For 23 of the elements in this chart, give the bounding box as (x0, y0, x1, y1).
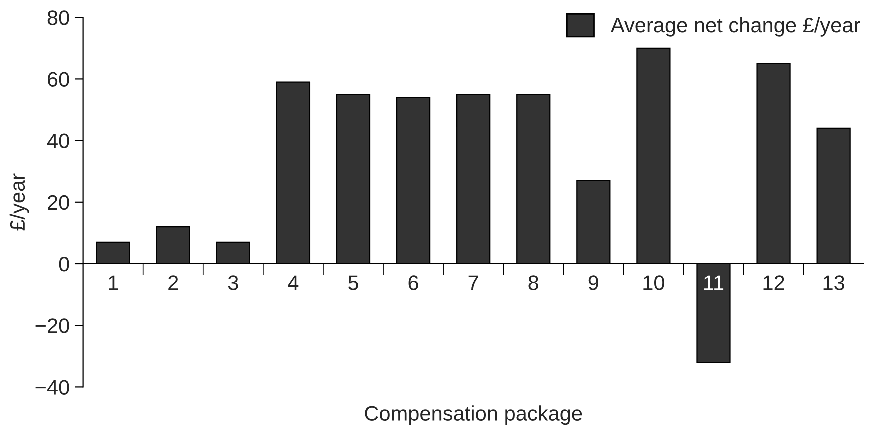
y-axis-title: £/year (10, 174, 30, 231)
x-tick-label: 5 (348, 276, 358, 290)
x-tick-label: 8 (528, 276, 539, 290)
x-tick-label: 7 (468, 276, 478, 290)
x-tick-label: 6 (408, 276, 418, 290)
x-tick-label: 9 (588, 276, 598, 290)
x-tick-label: 4 (288, 276, 299, 290)
y-tick-label: 80 (48, 10, 70, 26)
y-tick-label: −20 (36, 318, 70, 334)
y-tick-label: 0 (59, 257, 70, 272)
x-tick-label: 11 (704, 276, 724, 290)
x-tick-label: 12 (764, 276, 784, 290)
y-tick-label: −40 (36, 380, 70, 395)
x-tick-label: 3 (228, 276, 238, 290)
x-axis-title: Compensation package (365, 406, 582, 426)
x-tick-label: 2 (168, 276, 178, 290)
x-tick-label: 10 (644, 276, 664, 290)
x-tick-label: 1 (109, 276, 118, 290)
x-tick-label: 13 (824, 276, 844, 290)
y-tick-label: 40 (47, 134, 70, 149)
y-tick-label: 60 (48, 72, 70, 87)
legend-label: Average net change £/year (610, 17, 860, 37)
y-tick-label: 20 (48, 195, 70, 210)
